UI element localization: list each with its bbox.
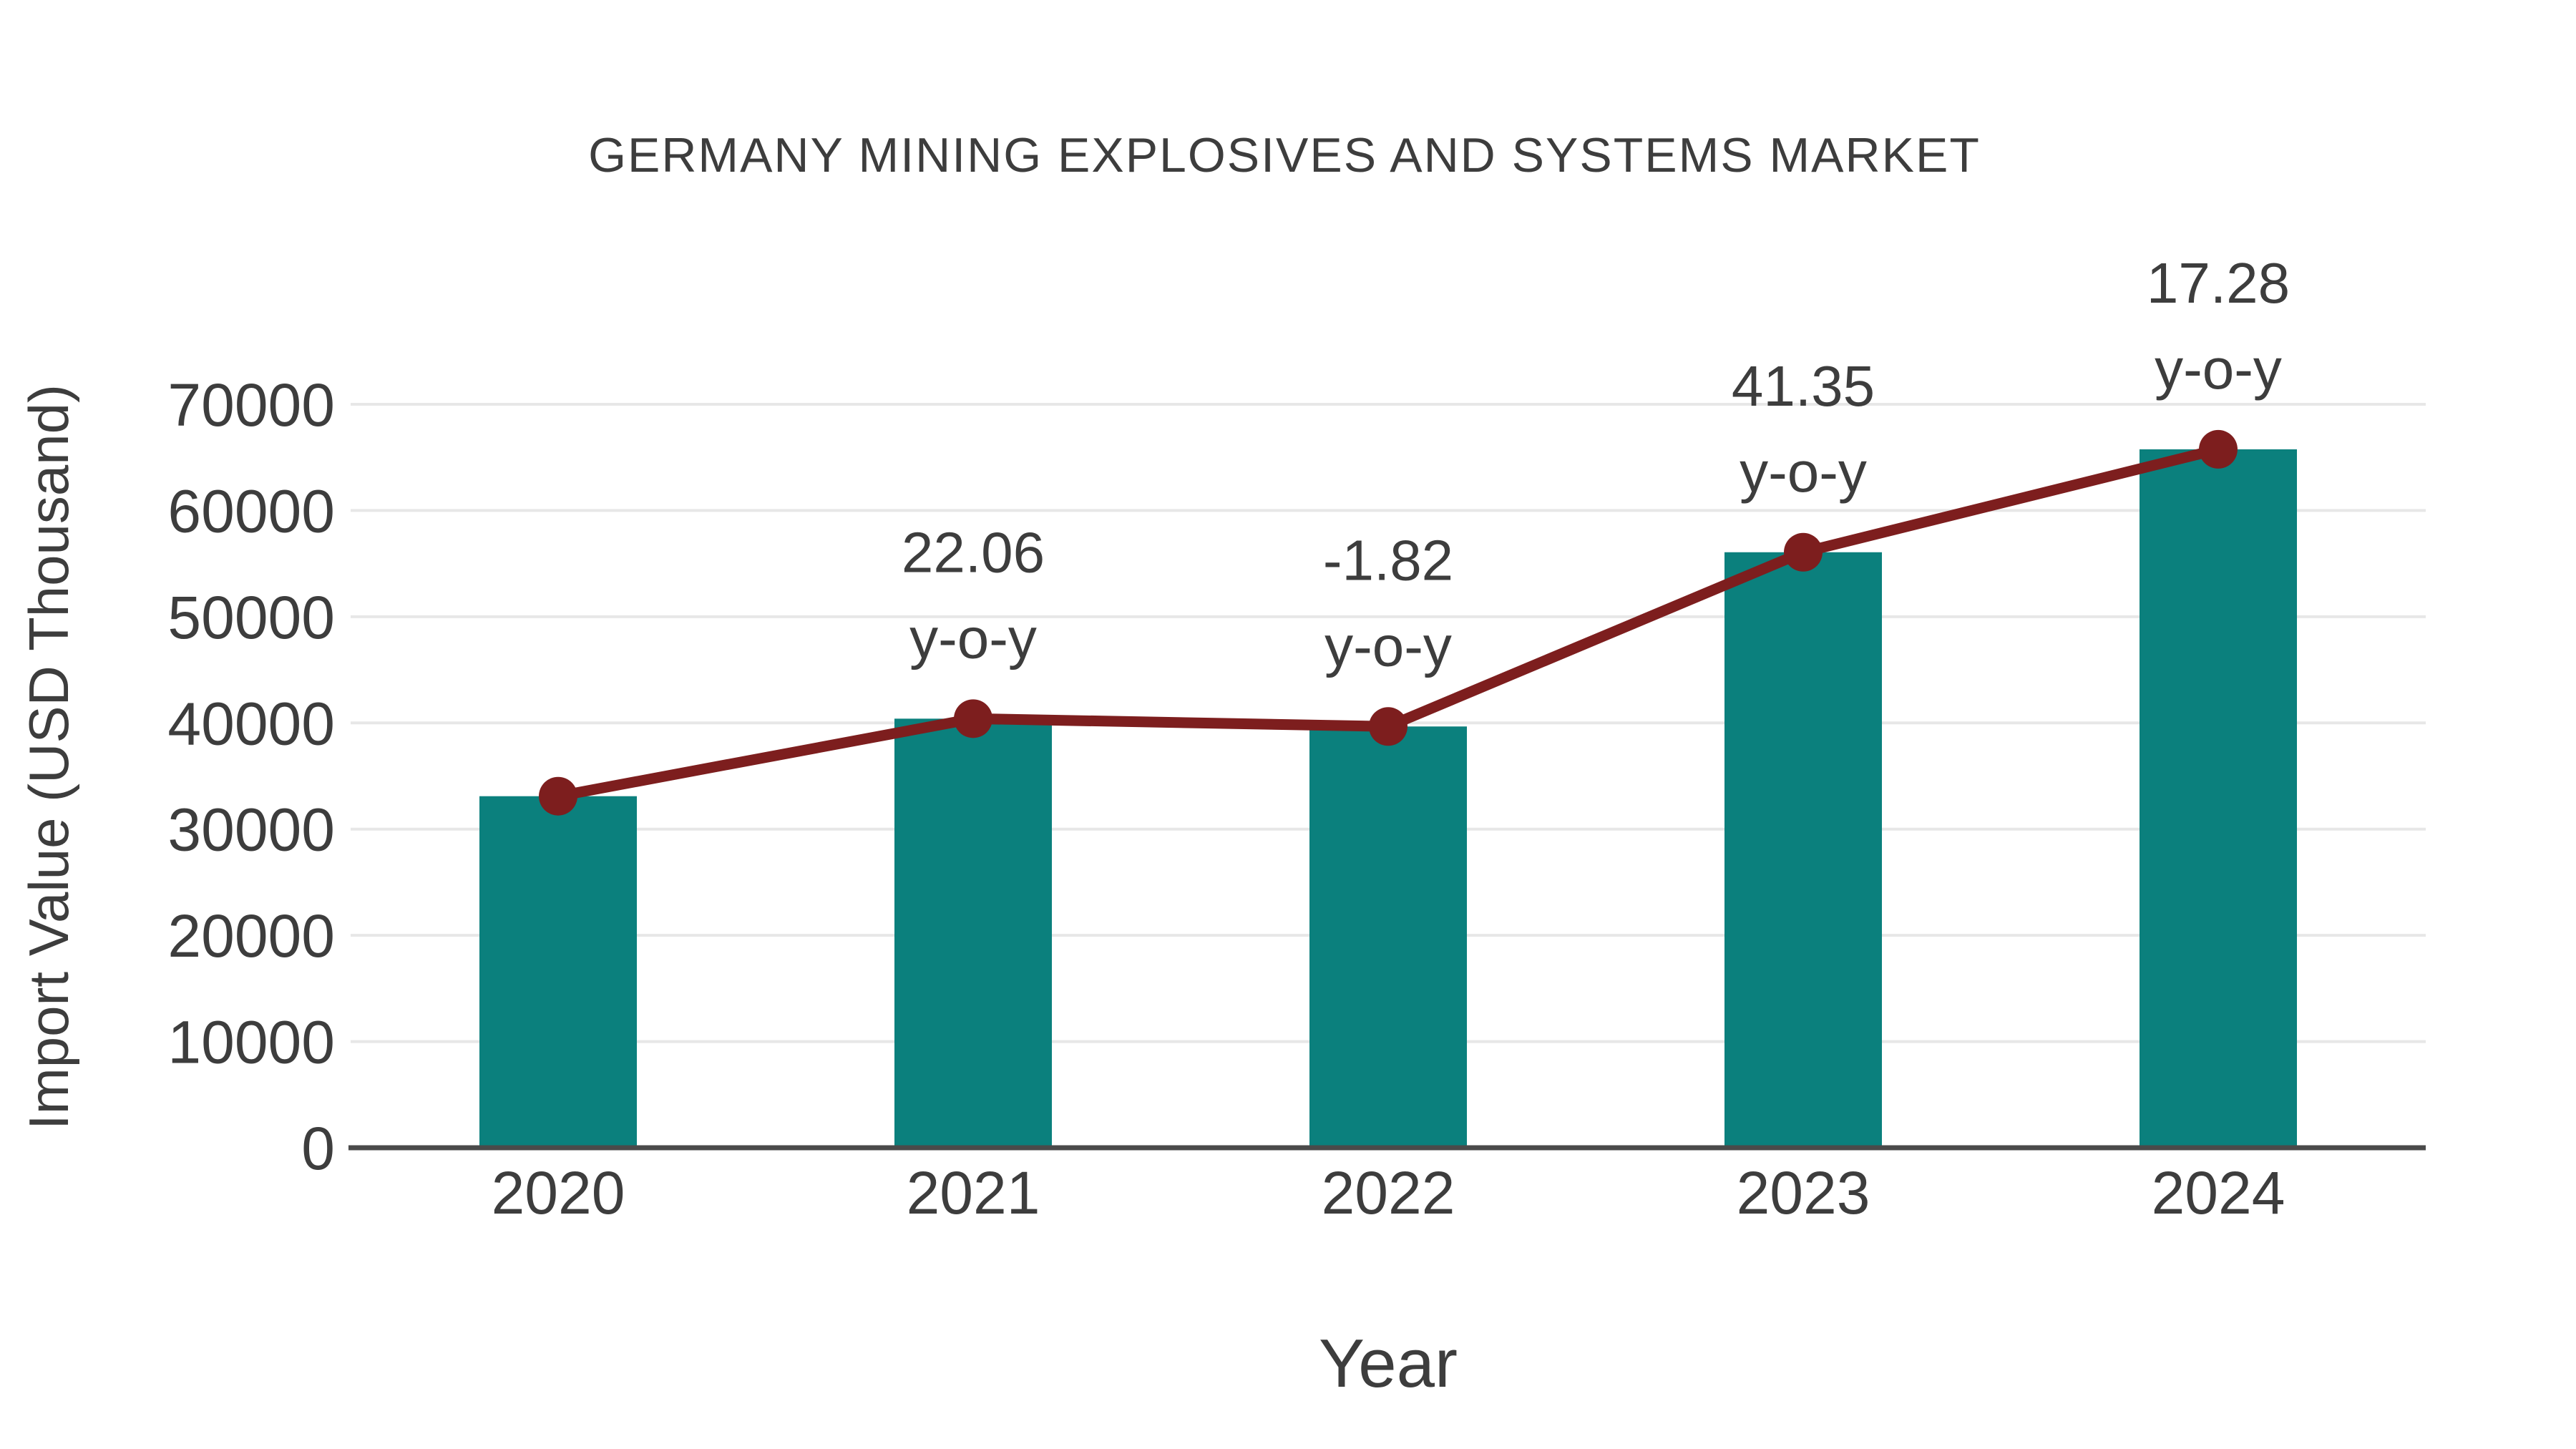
bar-2020: [479, 796, 637, 1148]
bars-group: [479, 449, 2297, 1148]
trend-point-2021: [954, 699, 992, 738]
chart-title: GERMANY MINING EXPLOSIVES AND SYSTEMS MA…: [588, 128, 1981, 182]
x-tick-label-2021: 2021: [907, 1159, 1040, 1226]
trend-point-2024: [2199, 429, 2238, 469]
x-tick-label-2024: 2024: [2152, 1159, 2285, 1226]
y-tick-label: 50000: [167, 584, 335, 651]
y-tick-label: 40000: [167, 690, 335, 757]
x-tick-label-2020: 2020: [492, 1159, 625, 1226]
x-tick-label-2022: 2022: [1322, 1159, 1455, 1226]
bar-2021: [894, 718, 1052, 1148]
trend-line-group: [539, 429, 2238, 816]
y-axis-title: Import Value (USD Thousand): [17, 384, 80, 1130]
annotation-value-2021: 22.06: [902, 520, 1045, 584]
annotation-label-2022: y-o-y: [1324, 614, 1452, 678]
y-tick-label: 30000: [167, 796, 335, 864]
bar-2024: [2140, 449, 2297, 1148]
annotation-value-2022: -1.82: [1323, 528, 1453, 592]
bar-2023: [1724, 552, 1882, 1148]
trend-point-2023: [1784, 532, 1823, 572]
trend-point-2020: [539, 776, 577, 816]
bar-2022: [1309, 726, 1467, 1148]
y-tick-label: 10000: [167, 1009, 335, 1076]
annotation-label-2021: y-o-y: [909, 606, 1037, 670]
x-tick-labels-group: 2020 2021 2022 2023 2024: [492, 1159, 2285, 1226]
y-tick-label: 0: [301, 1115, 335, 1182]
annotations-group: 22.06 y-o-y -1.82 y-o-y 41.35 y-o-y 17.28 y-o-y: [902, 251, 2290, 678]
annotation-value-2023: 41.35: [1732, 354, 1875, 418]
y-tick-label: 20000: [167, 902, 335, 970]
annotation-label-2023: y-o-y: [1740, 440, 1867, 504]
x-axis-title: Year: [1319, 1325, 1458, 1402]
annotation-value-2024: 17.28: [2147, 251, 2290, 315]
annotation-label-2024: y-o-y: [2155, 337, 2282, 401]
y-tick-label: 70000: [167, 371, 335, 439]
trend-point-2022: [1369, 707, 1407, 746]
x-tick-label-2023: 2023: [1737, 1159, 1870, 1226]
y-tick-label: 60000: [167, 477, 335, 545]
y-tick-labels-group: 0 10000 20000 30000 40000 50000 60000 70000: [167, 371, 335, 1182]
